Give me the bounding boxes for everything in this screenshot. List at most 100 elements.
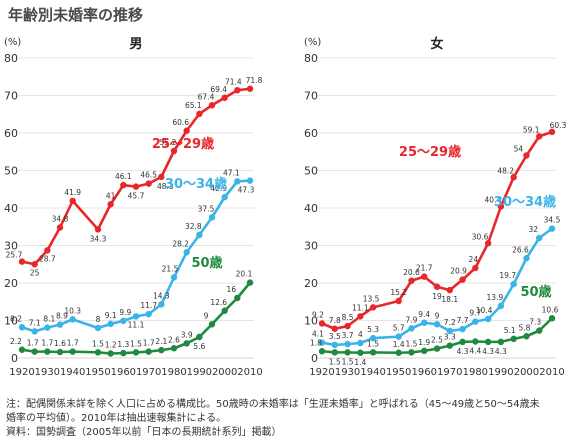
data-point [357,313,364,320]
data-label: 34.5 [544,216,561,225]
y-tick-label: 10 [4,315,18,328]
y-tick-label: 20 [4,277,18,290]
data-label: 60.6 [172,118,189,127]
data-label: 1.5 [329,357,341,366]
data-label: 20.6 [403,268,420,277]
x-tick-label: 1980 [161,367,186,378]
data-point [395,333,402,340]
data-point [31,348,38,355]
data-point [318,339,326,346]
data-label: 24 [469,255,479,264]
x-tick-label: 1970 [437,367,462,378]
data-label: 54 [514,145,524,154]
x-tick-label: 1930 [35,367,60,378]
data-label: 1.7 [27,339,39,348]
data-label: 10.3 [64,306,81,315]
data-label: 11.1 [352,303,369,312]
data-point [221,94,228,101]
data-point [196,333,203,341]
series-name-label: 50歳 [191,255,222,271]
data-point [536,133,543,140]
data-point [421,347,428,355]
data-label: 9.7 [469,309,481,318]
panel-title: 男 [129,37,142,52]
y-tick-label: 60 [304,127,318,140]
data-label: 7.2 [444,318,456,327]
data-point [132,349,140,356]
x-tick-label: 1950 [386,367,411,378]
data-label: 2.2 [10,337,22,346]
data-point [472,318,479,325]
data-label: 59.1 [523,125,540,134]
data-label: 9 [435,311,440,320]
data-point [331,349,338,356]
data-label: 40.4 [485,196,502,205]
data-point [132,183,140,190]
data-label: 18.1 [441,295,458,304]
data-label: 10.6 [542,305,559,314]
y-tick-label: 80 [4,52,18,65]
data-label: 34.3 [90,234,107,243]
data-label: 20.9 [450,267,467,276]
data-label: 47.3 [238,186,255,195]
data-point [357,349,364,356]
data-point [446,286,453,294]
data-point [484,240,492,247]
x-tick-label: 1930 [335,367,360,378]
data-point [548,128,556,136]
data-point [94,349,102,356]
data-point [408,277,415,284]
data-label: 41 [106,191,116,200]
data-point [183,340,190,347]
data-label: 1.6 [54,339,66,348]
data-label: 46.5 [140,171,157,180]
data-label: 5.6 [193,342,205,351]
data-label: 25.7 [6,251,23,260]
data-label: 1.5 [367,339,379,348]
data-label: 8.5 [342,313,354,322]
data-label: 19 [432,292,442,301]
data-label: 60.3 [550,121,567,130]
data-label: 3.9 [181,330,193,339]
data-point [395,297,402,305]
data-point [408,325,415,332]
data-point [94,226,102,233]
data-point [44,324,51,331]
series-1: 4.1 3.5 3.7 4 5.3 5.77.99.4 9 7.2 7.79.710.4 13.9… [312,194,561,349]
data-point [107,201,114,208]
data-label: 21.7 [416,264,433,273]
x-tick-label: 2000 [212,367,237,378]
y-tick-label: 40 [304,202,318,215]
data-point [18,346,26,353]
y-tick-label: 50 [4,165,18,178]
series-0: 9.27.8 8.511.113.515.220.621.719 18.120.92… [312,121,567,332]
data-point [69,316,76,323]
data-point [369,349,377,356]
data-label: 2.1 [155,337,167,346]
data-point [497,203,505,210]
data-label: 19.7 [499,271,516,280]
y-tick-label: 10 [304,315,318,328]
data-point [246,85,254,92]
y-axis-unit: (%) [304,37,321,48]
data-label: 55.2 [160,138,177,147]
notes: 注：配偶関係未詳を除く人口に占める構成比。50歳時の未婚率は「生涯未婚率」と呼ば… [6,398,580,440]
data-label: 32 [528,225,538,234]
data-label: 71.8 [246,76,263,85]
data-point [145,310,152,318]
x-tick-label: 2010 [237,367,262,378]
data-label: 13.9 [487,293,504,302]
data-point [246,177,254,184]
x-tick-label: 1950 [85,367,110,378]
y-tick-label: 0 [311,352,318,365]
x-tick-label: 1920 [9,367,34,378]
data-point [497,302,505,310]
data-point [472,338,479,345]
data-label: 34.8 [52,215,69,224]
data-label: 1.4 [354,358,366,367]
data-label: 13.5 [363,294,380,303]
data-point [318,348,326,355]
series-2: 2.2 1.7 1.7 1.6 1.7 1.5 1.2 1.3 1.5 1.7 2.1 2.63.95… [10,255,254,357]
data-point [497,338,505,346]
